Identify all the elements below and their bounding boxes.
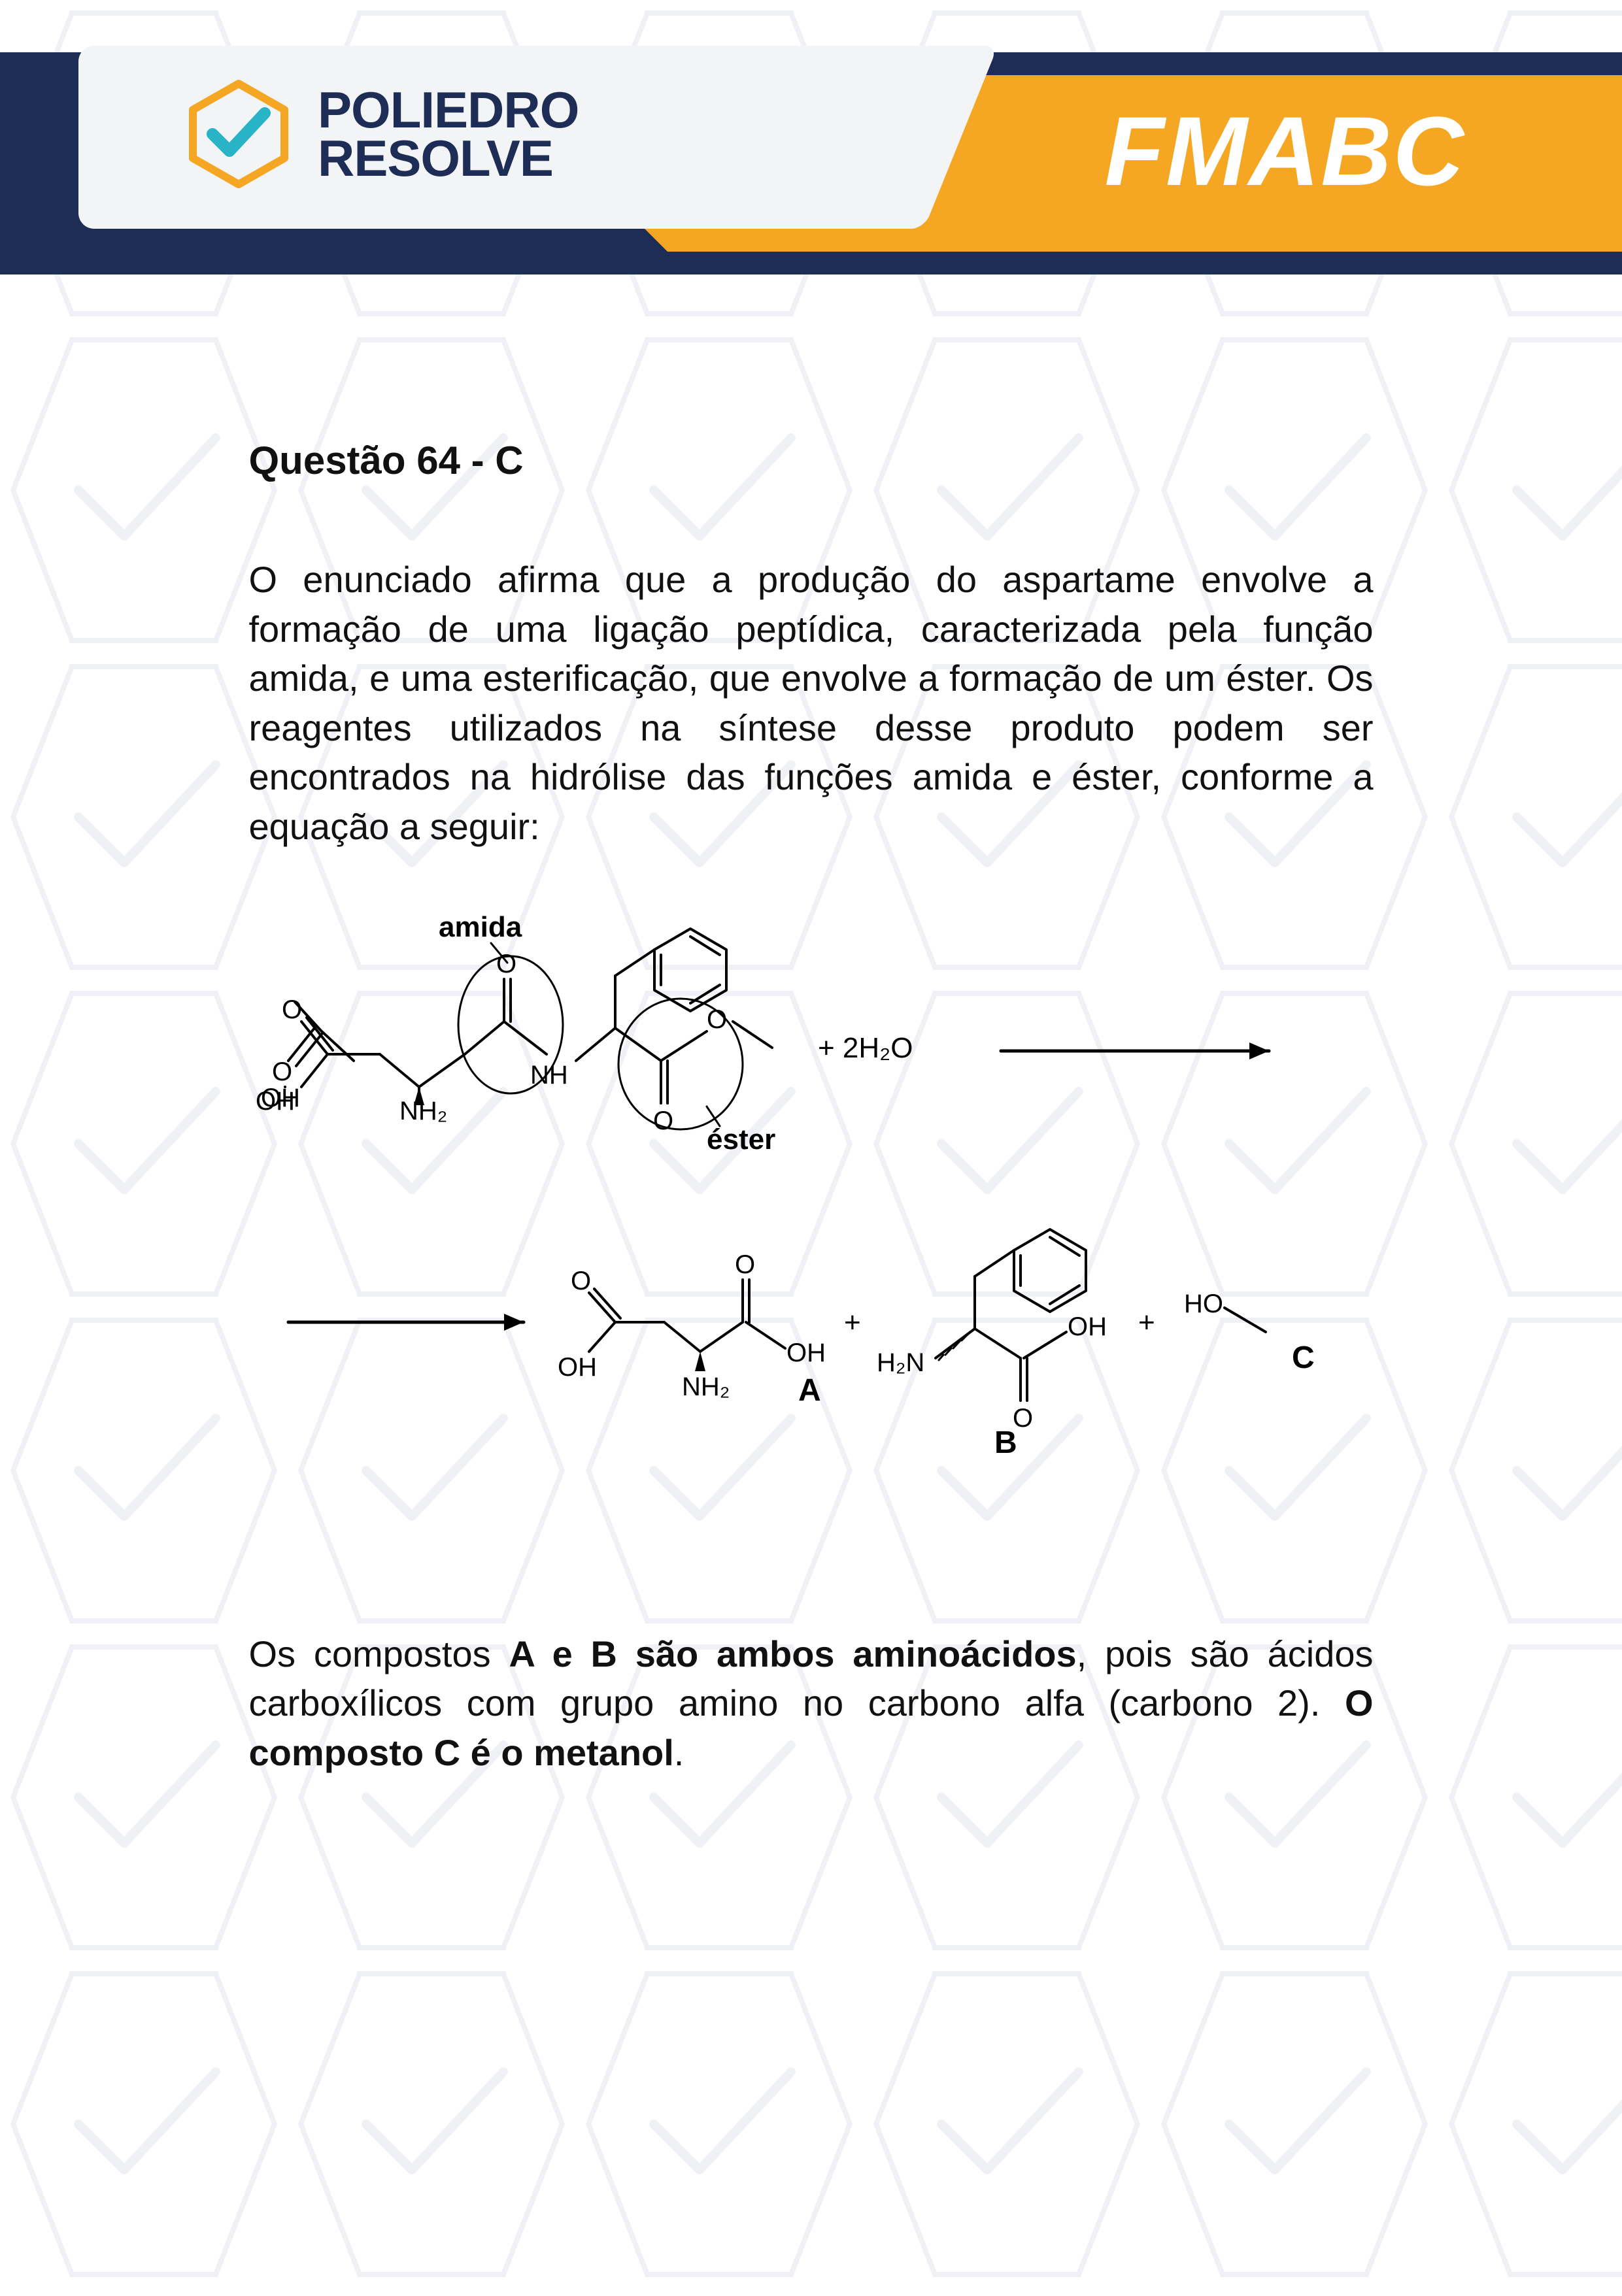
svg-text:amida: amida (439, 911, 522, 943)
svg-text:OH: OH (261, 1084, 300, 1112)
brand-logo: POLIEDRO RESOLVE (183, 78, 579, 190)
svg-text:O: O (272, 1057, 292, 1086)
svg-text:NH₂: NH₂ (399, 1097, 447, 1125)
intro-paragraph: O enunciado afirma que a produção do asp… (249, 555, 1374, 852)
conclusion-post: . (674, 1732, 684, 1773)
question-title: Questão 64 - C (249, 438, 1374, 483)
page-header: POLIEDRO RESOLVE FMABC (0, 0, 1622, 340)
svg-text:H₂N: H₂N (877, 1348, 924, 1377)
brand-name: POLIEDRO RESOLVE (318, 86, 579, 182)
svg-text:O: O (707, 1005, 727, 1034)
svg-text:+ 2H₂O: + 2H₂O (818, 1032, 913, 1064)
svg-text:OH: OH (786, 1339, 826, 1367)
brand-line1: POLIEDRO (318, 86, 579, 134)
exam-label: FMABC (1104, 95, 1465, 208)
svg-text:OH: OH (558, 1353, 597, 1382)
question-content: Questão 64 - C O enunciado afirma que a … (249, 438, 1374, 1777)
svg-text:O: O (282, 995, 302, 1024)
svg-text:HO: HO (1184, 1289, 1223, 1318)
svg-text:O: O (735, 1250, 755, 1279)
brand-line2: RESOLVE (318, 134, 579, 182)
svg-text:+: + (1138, 1306, 1155, 1339)
svg-text:éster: éster (707, 1123, 775, 1156)
svg-text:NH₂: NH₂ (682, 1373, 730, 1401)
logo-hex-icon (183, 78, 294, 190)
svg-text:OH: OH (1068, 1312, 1107, 1341)
reaction-diagram: O OH O OH (249, 891, 1374, 1577)
conclusion-pre: Os compostos (249, 1633, 509, 1674)
svg-text:+: + (844, 1306, 861, 1339)
conclusion-paragraph: Os compostos A e B são ambos aminoácidos… (249, 1629, 1374, 1778)
conclusion-bold1: A e B são ambos aminoácidos (509, 1633, 1076, 1674)
svg-text:C: C (1292, 1340, 1315, 1375)
svg-text:A: A (798, 1373, 821, 1408)
svg-text:O: O (653, 1106, 673, 1135)
svg-text:O: O (571, 1267, 591, 1295)
svg-text:B: B (994, 1425, 1017, 1460)
